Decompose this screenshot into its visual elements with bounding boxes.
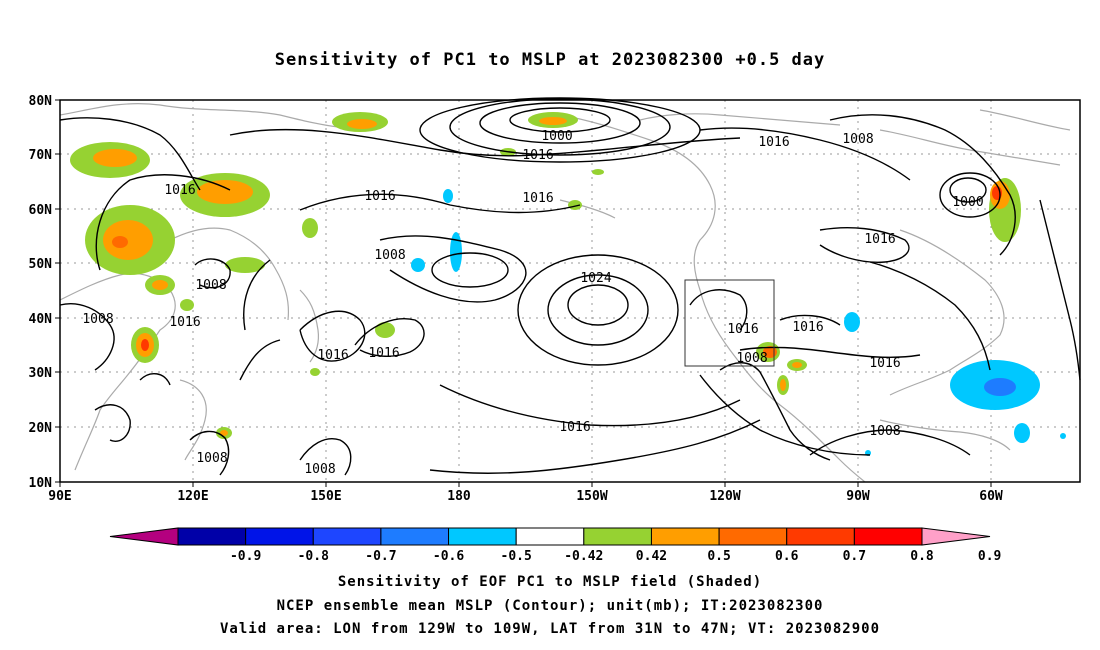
contour-labels: 1000 1016 1016 1016 1016 1008 1016 1008 … (82, 129, 983, 477)
colorbar-tick-label: 0.7 (843, 549, 866, 564)
map-title: Sensitivity of PC1 to MSLP at 2023082300… (274, 50, 826, 70)
lat-label: 40N (29, 312, 53, 327)
lon-label: 90E (48, 489, 71, 504)
colorbar-swatch (448, 527, 517, 546)
contour-label: 1008 (374, 248, 405, 263)
lon-label: 120W (709, 489, 740, 504)
contour-label: 1016 (758, 135, 789, 150)
contour-label: 1008 (736, 351, 767, 366)
contour-label: 1008 (196, 451, 227, 466)
colorbar-swatch (515, 527, 585, 546)
colorbar-swatch (786, 527, 855, 546)
valid-area-box (684, 279, 775, 367)
lat-label: 20N (29, 421, 53, 436)
axis-ticks (55, 99, 992, 487)
sensitivity-shading (70, 112, 1066, 456)
contour-label: 1016 (727, 322, 758, 337)
colorbar-tick-label: 0.6 (775, 549, 799, 564)
contour-label: 1016 (522, 148, 553, 163)
colorbar-swatch (245, 527, 314, 546)
lon-label: 150W (576, 489, 607, 504)
caption-line-1: Sensitivity of EOF PC1 to MSLP field (Sh… (337, 574, 763, 590)
contour-label: 1008 (869, 424, 900, 439)
contour-label: 1016 (364, 189, 395, 204)
colorbar-tick-label: 0.5 (707, 549, 730, 564)
colorbar-tick-label: -0.6 (433, 549, 464, 564)
contour-label: 1024 (580, 271, 611, 286)
colorbar-tick-label: 0.8 (910, 549, 934, 564)
colorbar-min-triangle (109, 527, 179, 546)
contour-label: 1008 (304, 462, 335, 477)
mslp-contours (59, 97, 1081, 476)
contour-label: 1016 (864, 232, 895, 247)
caption-line-3: Valid area: LON from 129W to 109W, LAT f… (219, 621, 880, 637)
lat-label: 60N (29, 203, 53, 218)
contour-labels-extra: 1016 (864, 232, 895, 247)
colorbar-tick-label: 0.42 (636, 549, 667, 564)
contour-label: 1016 (559, 420, 590, 435)
colorbar-tick-label: 0.9 (978, 549, 1001, 564)
lat-label: 30N (29, 366, 53, 381)
map-frame (59, 99, 1081, 483)
contour-label: 1016 (317, 348, 348, 363)
coastlines (59, 103, 1071, 483)
contour-label: 1000 (952, 195, 983, 210)
lat-labels: 80N 70N 60N 50N 40N 30N 20N 10N (29, 94, 53, 491)
lon-label: 180 (447, 489, 471, 504)
contour-label: 1016 (869, 356, 900, 371)
lon-labels: 90E 120E 150E 180 150W 120W 90W 60W (48, 489, 1003, 504)
lon-label: 120E (177, 489, 208, 504)
contour-label: 1016 (164, 183, 195, 198)
colorbar-tick-label: -0.5 (501, 549, 532, 564)
colorbar: -0.9 -0.8 -0.7 -0.6 -0.5 -0.42 0.42 0.5 0.6 0.7 0.… (109, 527, 1001, 564)
contour-label: 1000 (541, 129, 572, 144)
colorbar-swatch (177, 527, 247, 546)
colorbar-tick-label: -0.42 (564, 549, 603, 564)
colorbar-max-triangle (921, 527, 991, 546)
colorbar-swatch (312, 527, 382, 546)
lon-label: 60W (979, 489, 1003, 504)
colorbar-tick-label: -0.7 (365, 549, 396, 564)
contour-label: 1016 (169, 315, 200, 330)
colorbar-tick-label: -0.9 (230, 549, 261, 564)
map-area: 1000 1016 1016 1016 1016 1008 1016 1008 … (29, 94, 1081, 504)
colorbar-swatch (650, 527, 720, 546)
lat-label: 70N (29, 148, 53, 163)
contour-label: 1016 (368, 346, 399, 361)
lat-label: 80N (29, 94, 53, 109)
lon-label: 150E (310, 489, 341, 504)
colorbar-swatch (380, 527, 450, 546)
lat-label: 10N (29, 476, 53, 491)
contour-label: 1008 (195, 278, 226, 293)
contour-label: 1008 (842, 132, 873, 147)
colorbar-swatch (718, 527, 788, 546)
colorbar-swatch (583, 527, 652, 546)
lon-label: 90W (846, 489, 870, 504)
colorbar-tick-label: -0.8 (298, 549, 329, 564)
contour-label: 1016 (792, 320, 823, 335)
contour-label: 1008 (82, 312, 113, 327)
colorbar-swatch (853, 527, 923, 546)
contour-label: 1016 (522, 191, 553, 206)
lat-label: 50N (29, 257, 53, 272)
caption-line-2: NCEP ensemble mean MSLP (Contour); unit(… (276, 598, 824, 614)
